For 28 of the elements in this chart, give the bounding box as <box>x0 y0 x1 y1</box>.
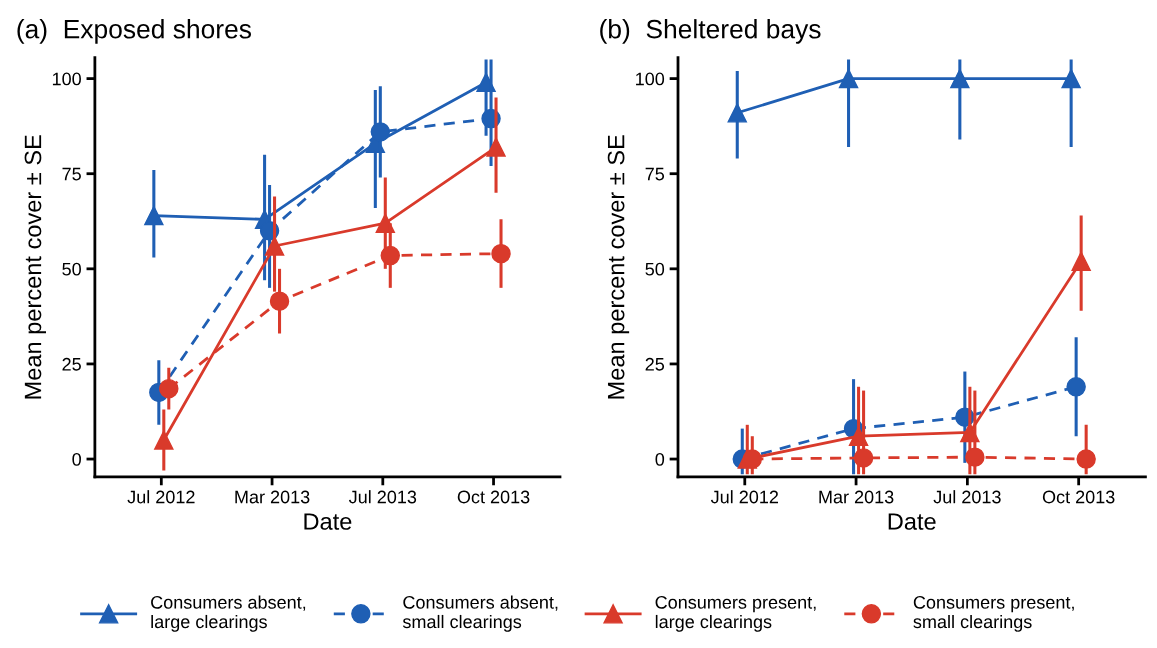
y-tick-label: 50 <box>645 262 665 276</box>
y-tick-label: 75 <box>645 167 665 181</box>
chart-title: (a) Exposed shores <box>17 19 251 44</box>
y-tick-label: 0 <box>72 452 81 466</box>
x-tick-label: Jul 2013 <box>933 490 1001 504</box>
x-axis-title: Date <box>304 513 352 530</box>
x-tick-label: Mar 2013 <box>235 490 310 504</box>
legend-label: Consumers absent, small clearings <box>402 595 558 632</box>
x-tick-label: Jul 2013 <box>348 490 417 504</box>
legend-label: Consumers present, small clearings <box>913 595 1074 632</box>
y-tick-label: 0 <box>655 452 665 466</box>
y-axis-title: Mean percent cover ± SE <box>607 135 630 399</box>
y-tick-label: 25 <box>62 357 81 371</box>
y-axis-title: Mean percent cover ± SE <box>24 135 46 399</box>
y-tick-label: 25 <box>645 357 665 371</box>
y-tick-label: 50 <box>62 262 81 276</box>
x-tick-label: Oct 2013 <box>1042 490 1115 504</box>
x-tick-label: Jul 2012 <box>710 490 779 504</box>
chart-title: (b) Sheltered bays <box>600 19 821 44</box>
x-tick-label: Oct 2013 <box>457 490 530 504</box>
x-tick-label: Jul 2012 <box>127 490 195 504</box>
legend-label: Consumers absent, large clearings <box>151 595 306 632</box>
y-tick-label: 100 <box>636 72 665 86</box>
y-tick-label: 75 <box>62 167 81 181</box>
x-axis-title: Date <box>888 513 936 530</box>
legend-label: Consumers present, large clearings <box>655 595 816 632</box>
x-tick-label: Mar 2013 <box>819 490 894 504</box>
y-tick-label: 100 <box>52 72 81 86</box>
